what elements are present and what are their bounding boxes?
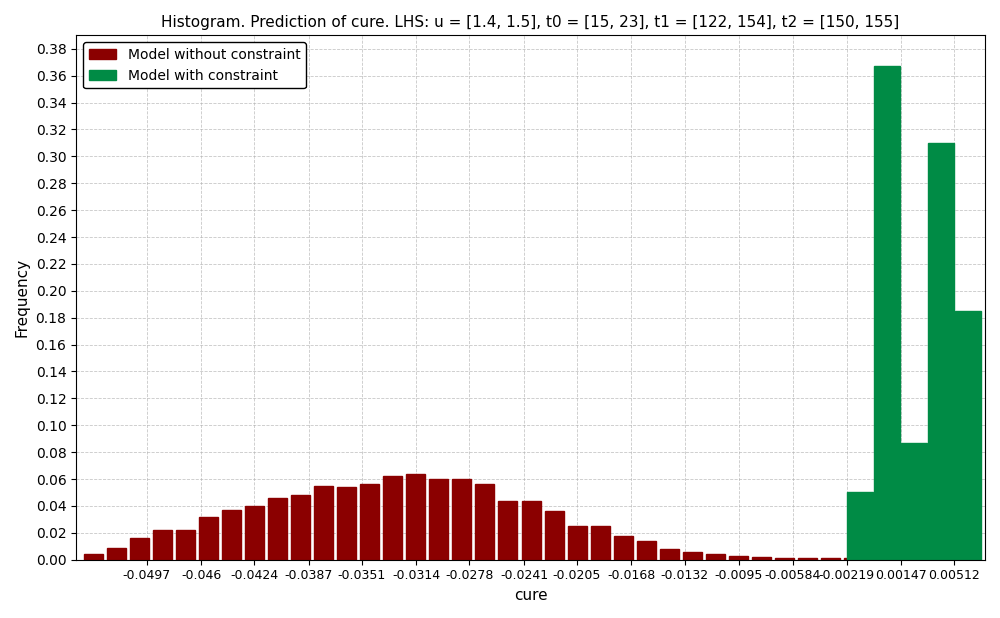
Bar [901, 442, 927, 560]
Bar [729, 556, 748, 560]
Bar [360, 485, 379, 560]
Bar [847, 493, 873, 560]
Bar [84, 554, 103, 560]
Bar [545, 511, 564, 560]
Bar [337, 487, 356, 560]
Bar [660, 549, 679, 560]
Bar [107, 548, 126, 560]
Bar [568, 526, 587, 560]
Bar [614, 536, 633, 560]
Bar [752, 557, 771, 560]
Bar [821, 559, 840, 560]
Bar [291, 495, 310, 560]
Bar [775, 559, 794, 560]
Bar [844, 559, 863, 560]
Bar [130, 538, 149, 560]
Y-axis label: Frequency: Frequency [15, 258, 30, 337]
Bar [153, 530, 172, 560]
Bar [314, 486, 333, 560]
Bar [637, 541, 656, 560]
Bar [452, 479, 471, 560]
Bar [406, 473, 425, 560]
X-axis label: cure: cure [514, 588, 547, 603]
Bar [429, 479, 448, 560]
Bar [706, 554, 725, 560]
Bar [268, 498, 287, 560]
Bar [874, 66, 900, 560]
Bar [683, 552, 702, 560]
Bar [522, 501, 541, 560]
Bar [222, 510, 241, 560]
Bar [798, 559, 817, 560]
Bar [245, 506, 264, 560]
Bar [475, 485, 494, 560]
Bar [591, 526, 610, 560]
Bar [498, 501, 517, 560]
Bar [199, 517, 218, 560]
Bar [176, 530, 195, 560]
Title: Histogram. Prediction of cure. LHS: u = [1.4, 1.5], t0 = [15, 23], t1 = [122, 15: Histogram. Prediction of cure. LHS: u = … [161, 15, 900, 30]
Bar [383, 476, 402, 560]
Bar [928, 143, 954, 560]
Legend: Model without constraint, Model with constraint: Model without constraint, Model with con… [83, 42, 306, 88]
Bar [867, 559, 886, 560]
Bar [955, 311, 981, 560]
